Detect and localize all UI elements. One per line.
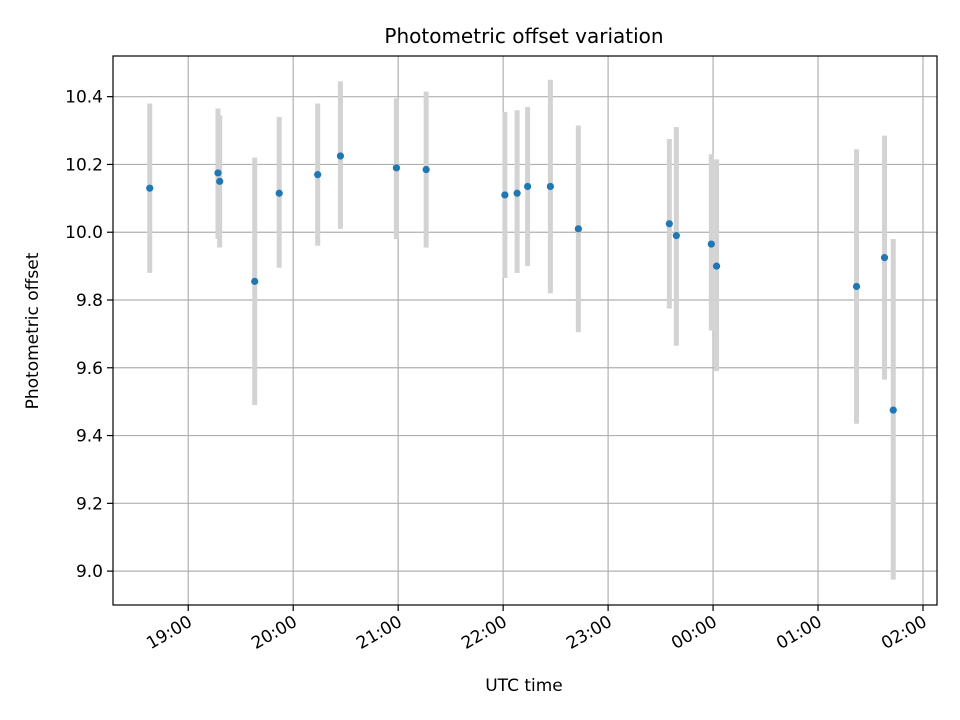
y-tick-label: 9.4: [76, 427, 103, 447]
data-points: [146, 152, 897, 414]
data-point: [889, 406, 897, 414]
data-point: [216, 177, 224, 185]
data-point: [314, 171, 322, 179]
data-point: [665, 220, 673, 228]
y-tick-label: 10.0: [65, 223, 103, 243]
data-point: [513, 189, 521, 197]
data-point: [214, 169, 222, 177]
data-point: [574, 225, 582, 233]
data-point: [712, 262, 721, 270]
data-point: [880, 254, 889, 262]
data-point: [524, 182, 532, 191]
data-point: [251, 277, 259, 285]
data-point: [501, 191, 509, 199]
data-point: [336, 152, 345, 160]
y-tick-label: 9.2: [76, 494, 103, 514]
y-tick-label: 10.2: [65, 155, 103, 175]
y-tick-label: 9.0: [76, 562, 103, 582]
data-point: [422, 165, 430, 174]
data-point: [146, 184, 154, 192]
data-point: [707, 240, 715, 248]
y-tick-label: 9.6: [76, 359, 103, 379]
y-tick-label: 10.4: [65, 88, 103, 108]
chart-title: Photometric offset variation: [384, 24, 663, 48]
y-axis-label: Photometric offset: [23, 252, 43, 409]
plot-frame: [112, 55, 938, 606]
x-axis-label: UTC time: [485, 676, 563, 696]
data-point: [546, 182, 554, 191]
data-point: [275, 189, 283, 197]
data-point: [852, 282, 861, 291]
data-point: [392, 164, 401, 172]
y-tick-label: 9.8: [76, 291, 103, 311]
data-point: [672, 232, 680, 240]
